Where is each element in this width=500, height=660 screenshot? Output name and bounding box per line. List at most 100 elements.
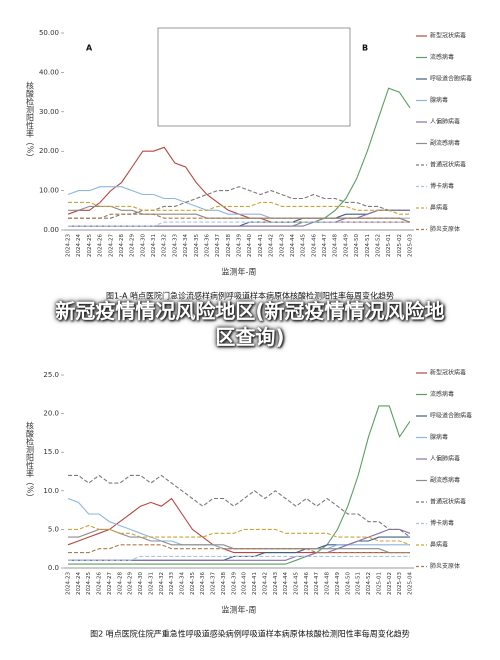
y-tick-label: 0.0 xyxy=(48,564,59,572)
x-tick-label: 2024-26 xyxy=(98,234,104,257)
x-tick-label: 2024-50 xyxy=(354,234,360,257)
legend-label: 博卡病毒 xyxy=(430,519,454,527)
x-tick-label: 2024-45 xyxy=(301,234,307,257)
x-tick-label: 2024-51 xyxy=(365,234,371,257)
x-tick-label: 2024-46 xyxy=(311,234,317,257)
legend-label: 腺病毒 xyxy=(430,96,448,104)
x-tick-label: 2024-28 xyxy=(119,234,125,257)
x-tick-label: 2024-31 xyxy=(151,234,157,257)
x-tick-label: 2024-39 xyxy=(231,572,237,595)
legend-label: 鼻病毒 xyxy=(430,204,448,212)
headline: 新冠疫情情况风险地区(新冠疫情情况风险地区查询) xyxy=(55,299,445,349)
x-tick-label: 2024-23 xyxy=(66,234,72,257)
legend-label: 副流感病毒 xyxy=(430,139,460,147)
legend-label: 流感病毒 xyxy=(430,53,454,61)
x-tick-label: 2024-30 xyxy=(138,572,144,595)
y-tick-label: 10.00 xyxy=(39,187,59,195)
legend-label: 鼻病毒 xyxy=(430,541,448,549)
x-tick-label: 2024-49 xyxy=(343,234,349,257)
x-tick-label: 2024-39 xyxy=(237,234,243,257)
x-tick-label: 2024-50 xyxy=(345,572,351,595)
x-tick-label: 2024-40 xyxy=(242,572,248,595)
x-tick-label: 2024-47 xyxy=(322,234,328,257)
legend-label: 新型冠状病毒 xyxy=(430,369,466,377)
x-tick-label: 2024-46 xyxy=(304,572,310,595)
x-tick-label: 2024-42 xyxy=(262,572,268,595)
legend-label: 腺病毒 xyxy=(430,433,448,441)
x-tick-label: 2024-25 xyxy=(86,572,92,595)
series-line xyxy=(68,213,411,223)
x-tick-label: 2024-38 xyxy=(221,572,227,595)
x-tick-label: 2024-29 xyxy=(130,234,136,257)
x-tick-label: 2024-34 xyxy=(180,572,186,595)
legend-label: 肺炎支原体 xyxy=(430,225,460,233)
y-tick-label: 0.00 xyxy=(43,226,59,234)
x-tick-label: 2024-33 xyxy=(172,234,178,257)
x-tick-label: 2024-48 xyxy=(333,234,339,257)
x-tick-label: 2024-35 xyxy=(190,572,196,595)
series-line xyxy=(67,186,410,219)
x-tick-label: 2024-23 xyxy=(66,572,72,595)
x-tick-label: 2024-48 xyxy=(325,572,331,595)
legend-label: 人偏肺病毒 xyxy=(430,455,460,463)
series-line xyxy=(68,186,410,219)
legend-label: 呼吸道合胞病毒 xyxy=(430,412,472,420)
x-tick-label: 2024-26 xyxy=(97,572,103,595)
x-tick-label: 2025-04 xyxy=(408,572,414,595)
y-tick-label: 30.00 xyxy=(39,108,59,116)
x-tick-label: 2024-40 xyxy=(247,234,253,257)
x-tick-label: 2024-35 xyxy=(194,234,200,257)
y-tick-label: 25.0 xyxy=(43,371,59,379)
y-axis-label: 核酸检测阳性率（%） xyxy=(26,81,35,162)
y-tick-label: 10.0 xyxy=(43,487,59,495)
x-tick-label: 2024-37 xyxy=(215,234,221,257)
x-tick-label: 2025-03 xyxy=(397,572,403,595)
series-line xyxy=(68,528,410,554)
legend-label: 流感病毒 xyxy=(430,390,454,398)
x-tick-label: 2025-01 xyxy=(376,572,382,595)
y-tick-label: 40.00 xyxy=(39,68,59,76)
x-tick-label: 2025-02 xyxy=(387,572,393,595)
x-tick-label: 2024-34 xyxy=(183,234,189,257)
y-tick-label: 5.0 xyxy=(48,525,59,533)
x-tick-label: 2024-49 xyxy=(335,572,341,595)
x-tick-label: 2024-36 xyxy=(200,572,206,595)
x-tick-label: 2024-52 xyxy=(366,572,372,595)
x-tick-label: 2024-44 xyxy=(290,234,296,257)
legend-label: 人偏肺病毒 xyxy=(430,118,460,126)
x-tick-label: 2024-29 xyxy=(128,572,134,595)
x-tick-label: 2024-33 xyxy=(169,572,175,595)
x-tick-label: 2024-44 xyxy=(283,572,289,595)
y-tick-label: 15.0 xyxy=(43,448,59,456)
x-tick-label: 2024-27 xyxy=(108,234,114,257)
series-line xyxy=(68,221,410,227)
legend-label: 普通冠状病毒 xyxy=(430,498,466,506)
legend-label: 呼吸道合胞病毒 xyxy=(430,75,472,83)
series-line xyxy=(68,201,410,215)
x-axis-label: 监测年-周 xyxy=(222,605,257,615)
x-tick-label: 2024-38 xyxy=(226,234,232,257)
x-tick-label: 2024-24 xyxy=(76,572,82,595)
x-tick-label: 2024-41 xyxy=(258,234,264,257)
x-tick-label: 2024-43 xyxy=(273,572,279,595)
x-tick-label: 2024-43 xyxy=(279,234,285,257)
x-tick-label: 2025-03 xyxy=(408,234,414,257)
x-tick-label: 2024-36 xyxy=(204,234,210,257)
x-tick-label: 2025-01 xyxy=(386,234,392,257)
x-tick-label: 2024-42 xyxy=(269,234,275,257)
series-line xyxy=(67,146,410,223)
y-tick-label: 20.00 xyxy=(39,147,59,155)
x-tick-label: 2024-25 xyxy=(87,234,93,257)
x-tick-label: 2024-32 xyxy=(159,572,165,595)
x-axis-label: 监测年-周 xyxy=(222,267,257,277)
y-tick-label: 50.00 xyxy=(39,29,59,37)
x-tick-label: 2024-51 xyxy=(356,572,362,595)
legend-label: 博卡病毒 xyxy=(430,182,454,190)
series-line xyxy=(68,524,411,546)
legend-label: 新型冠状病毒 xyxy=(430,32,466,40)
y-tick-label: 20.0 xyxy=(43,410,59,418)
caption: 图2 哨点医院住院严重急性呼吸道感染病例呼吸道样本病原体核酸检测阳性率每周变化趋… xyxy=(90,629,410,639)
x-tick-label: 2024-28 xyxy=(117,572,123,595)
